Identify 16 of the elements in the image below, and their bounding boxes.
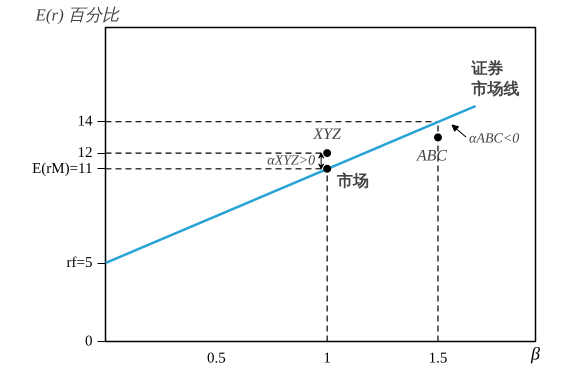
annotation: ABC bbox=[416, 147, 448, 164]
annotation: 市场 bbox=[336, 172, 370, 190]
y-tick-label: 14 bbox=[78, 114, 93, 130]
x-tick-label: 1.5 bbox=[428, 350, 448, 366]
y-tick-label: 0 bbox=[85, 334, 92, 350]
x-axis-title: β bbox=[530, 344, 540, 364]
annotation: XYZ bbox=[312, 126, 342, 144]
x-tick-label: 0.5 bbox=[206, 350, 226, 366]
x-tick-label: 1 bbox=[323, 350, 331, 366]
annotation: 证券市场线 bbox=[470, 60, 520, 98]
annotation: αXYZ>0 bbox=[267, 153, 316, 168]
y-tick-label: rf=5 bbox=[66, 255, 93, 271]
y-tick-label: 12 bbox=[78, 145, 92, 162]
annotation: αABC<0 bbox=[469, 131, 520, 146]
y-tick-label: E(rM)=11 bbox=[32, 160, 92, 177]
y-axis-title: E(r) 百分比 bbox=[34, 6, 120, 24]
